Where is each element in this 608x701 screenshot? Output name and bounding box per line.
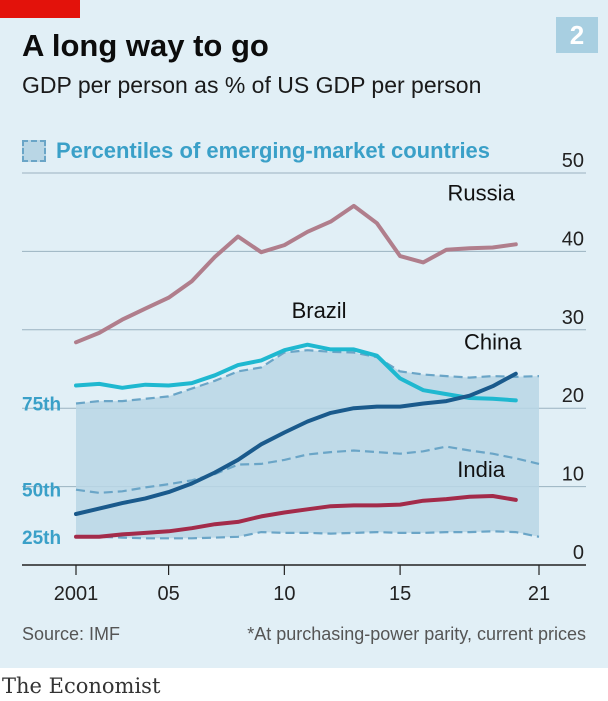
x-tick-label-21: 21	[528, 583, 550, 605]
legend-swatch	[22, 140, 46, 162]
series-label-brazil: Brazil	[292, 298, 347, 323]
series-label-india: India	[457, 457, 505, 482]
percentile-line-25th	[76, 530, 540, 540]
y-tick-label-40: 40	[562, 228, 584, 250]
x-tick-label-05: 05	[157, 583, 179, 605]
series-label-russia: Russia	[448, 180, 516, 205]
series-line-brazil	[74, 342, 518, 403]
percentile-band	[76, 350, 539, 539]
series-line-china	[74, 371, 518, 516]
x-tick-label-15: 15	[389, 583, 411, 605]
line-chart: 0 10 20 30 40 50 2001 05 10 15 21 75th 50th 25th Russi…	[22, 150, 586, 605]
percentile-label-50th: 50th	[22, 481, 61, 502]
brand-tag	[0, 0, 80, 18]
percentile-line-50th	[75, 445, 540, 495]
series-line-russia	[74, 203, 518, 345]
chart-panel	[0, 0, 608, 668]
y-tick-label-30: 30	[562, 307, 584, 329]
percentile-line-75th	[75, 349, 540, 405]
publisher-logo: The Economist	[2, 674, 161, 698]
y-tick-label-10: 10	[562, 464, 584, 486]
legend-label: Percentiles of emerging-market countries	[56, 138, 491, 163]
y-tick-label-0: 0	[573, 542, 584, 564]
y-tick-label-50: 50	[562, 150, 584, 172]
percentile-label-25th: 25th	[22, 528, 61, 549]
series-line-india	[74, 494, 518, 539]
footnote: *At purchasing-power parity, current pri…	[247, 624, 586, 644]
chart-title: A long way to go	[22, 28, 269, 63]
series-label-china: China	[464, 329, 522, 354]
chart-number-badge: 2	[556, 17, 598, 53]
percentile-label-75th: 75th	[22, 394, 61, 415]
source-note: Source: IMF	[22, 624, 121, 644]
x-tick-label-2001: 2001	[54, 583, 99, 605]
chart-subtitle: GDP per person as % of US GDP per person	[22, 72, 482, 98]
x-tick-label-10: 10	[273, 583, 295, 605]
legend: Percentiles of emerging-market countries	[22, 138, 490, 164]
y-tick-label-20: 20	[562, 385, 584, 407]
